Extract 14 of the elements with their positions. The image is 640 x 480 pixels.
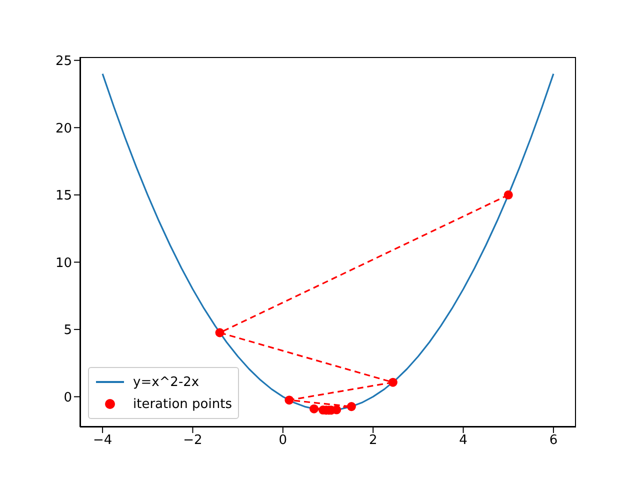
y-tick-label: 5 — [64, 323, 72, 338]
x-tick-label: −4 — [92, 433, 112, 448]
legend-label: iteration points — [133, 396, 232, 412]
y-tick-label: 25 — [55, 54, 72, 69]
y-tick-label: 20 — [55, 121, 72, 136]
legend-label: y=x^2-2x — [133, 374, 200, 390]
x-tick-label: 2 — [368, 433, 378, 448]
y-tick-label: 15 — [55, 188, 72, 204]
x-tick-label: 0 — [278, 433, 288, 448]
y-tick-label: 0 — [64, 390, 72, 406]
x-tick-label: 4 — [459, 433, 468, 448]
x-tick-label: −2 — [183, 433, 202, 448]
x-tick-label: 6 — [549, 433, 558, 448]
y-tick-label: 10 — [55, 256, 72, 271]
